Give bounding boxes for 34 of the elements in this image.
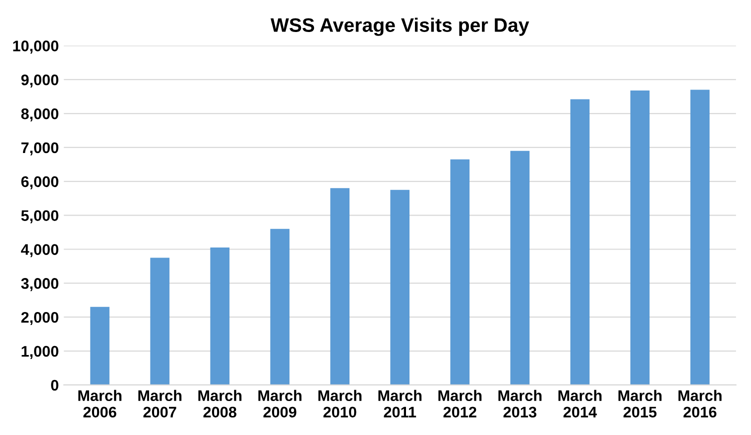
x-tick-label: March 2006 xyxy=(78,390,122,418)
y-tick-label: 2,000 xyxy=(21,312,58,326)
x-tick-label: March 2012 xyxy=(438,390,482,418)
chart-title: WSS Average Visits per Day xyxy=(270,18,530,36)
y-tick-label: 7,000 xyxy=(21,142,58,156)
x-tick-label: March 2008 xyxy=(198,390,242,418)
bar xyxy=(270,228,290,385)
x-tick-label: March 2014 xyxy=(558,390,602,418)
bar xyxy=(630,90,650,385)
y-tick-label: 6,000 xyxy=(21,176,58,190)
x-tick-label: March 2013 xyxy=(498,390,542,418)
x-tick-label: March 2016 xyxy=(678,390,722,418)
x-tick-label: March 2007 xyxy=(138,390,182,418)
y-tick-label: 5,000 xyxy=(21,210,58,224)
y-tick-label: 8,000 xyxy=(21,108,58,122)
bar xyxy=(330,188,350,385)
bar xyxy=(510,150,530,385)
bar xyxy=(450,159,470,385)
bar xyxy=(390,190,410,385)
bar xyxy=(150,258,170,385)
x-tick-label: March 2010 xyxy=(318,390,362,418)
y-tick-label: 4,000 xyxy=(20,244,58,258)
y-tick-label: 10,000 xyxy=(13,40,58,54)
x-tick-label: March 2009 xyxy=(258,390,302,418)
bar xyxy=(90,306,110,385)
y-tick-label: 1,000 xyxy=(22,346,58,359)
y-tick-label: 0 xyxy=(51,380,58,391)
y-tick-label: 9,000 xyxy=(21,74,58,88)
bar xyxy=(570,99,590,385)
x-tick-label: March 2015 xyxy=(618,390,662,418)
bar xyxy=(210,248,230,385)
x-tick-label: March 2011 xyxy=(378,390,422,418)
y-tick-label: 3,000 xyxy=(21,278,58,292)
bar xyxy=(690,90,710,385)
